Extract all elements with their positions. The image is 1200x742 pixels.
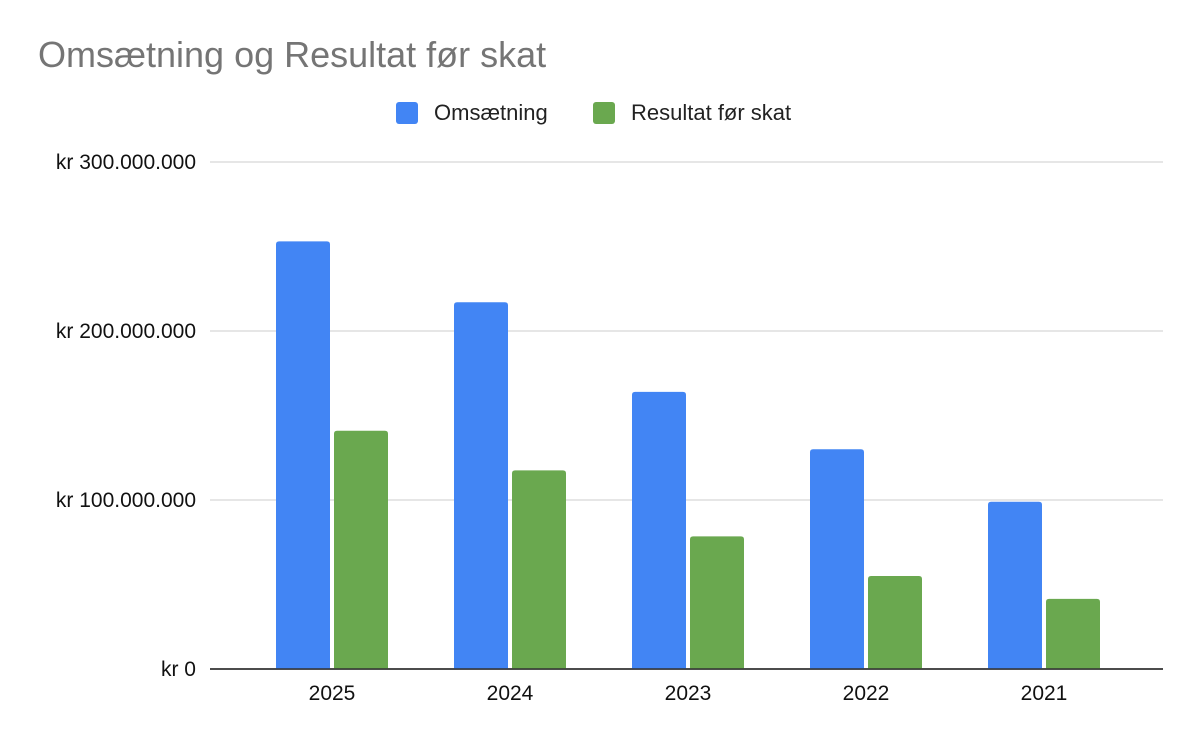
- y-tick-label: kr 100.000.000: [56, 489, 196, 512]
- x-tick-label: 2023: [665, 682, 712, 705]
- legend-label-resultat-foer-skat: Resultat før skat: [631, 100, 792, 125]
- bar-omsaetning-2021[interactable]: [988, 501, 1042, 669]
- legend-swatch-omsaetning: [396, 102, 418, 124]
- bar-resultat-foer-skat-2023[interactable]: [690, 536, 744, 669]
- x-tick-label: 2024: [487, 682, 534, 705]
- bar-resultat-foer-skat-2025[interactable]: [334, 430, 388, 669]
- legend-label-omsaetning: Omsætning: [434, 100, 548, 125]
- legend-swatch-resultat-foer-skat: [593, 102, 615, 124]
- x-tick-label: 2022: [843, 682, 890, 705]
- bar-omsaetning-2024[interactable]: [454, 302, 508, 669]
- chart-title: Omsætning og Resultat før skat: [38, 34, 547, 75]
- bar-omsaetning-2025[interactable]: [276, 241, 330, 669]
- y-tick-label: kr 200.000.000: [56, 320, 196, 343]
- legend-item-omsaetning[interactable]: Omsætning: [396, 98, 548, 128]
- bar-omsaetning-2023[interactable]: [632, 391, 686, 669]
- legend: Omsætning Resultat før skat: [0, 98, 1200, 128]
- y-tick-label: kr 300.000.000: [56, 151, 196, 174]
- y-tick-label: kr 0: [161, 658, 196, 681]
- bar-resultat-foer-skat-2021[interactable]: [1046, 598, 1100, 669]
- bar-resultat-foer-skat-2024[interactable]: [512, 470, 566, 669]
- legend-item-resultat-foer-skat[interactable]: Resultat før skat: [593, 98, 791, 128]
- bar-omsaetning-2022[interactable]: [810, 449, 864, 669]
- bar-resultat-foer-skat-2022[interactable]: [868, 576, 922, 669]
- x-tick-label: 2021: [1021, 682, 1068, 705]
- x-tick-label: 2025: [309, 682, 356, 705]
